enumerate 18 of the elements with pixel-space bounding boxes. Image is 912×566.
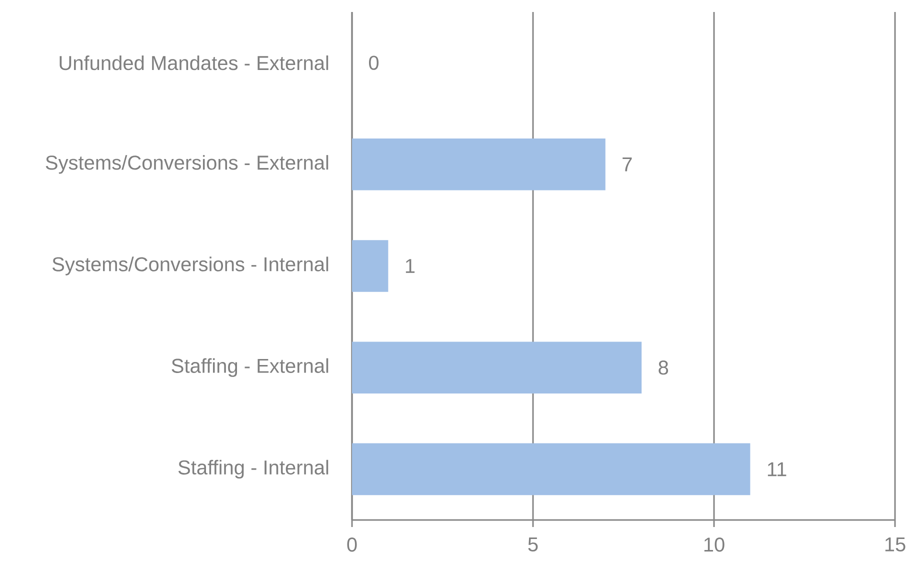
- y-tick-label: Unfunded Mandates - External: [60, 55, 328, 70]
- data-label: 7: [622, 158, 632, 172]
- x-tick-label: 0: [347, 538, 357, 552]
- y-tick-label: Systems/Conversions - External: [46, 155, 328, 174]
- x-tick-label: 10: [704, 538, 724, 552]
- data-label: 1: [406, 259, 415, 273]
- y-tick-label: Staffing - External: [172, 358, 328, 377]
- bar: [352, 138, 606, 190]
- y-tick-label: Systems/Conversions - Internal: [52, 256, 328, 276]
- data-label: 8: [658, 360, 668, 375]
- x-tick-label: 15: [885, 538, 906, 552]
- data-label: 0: [368, 56, 379, 70]
- x-tick-label: 5: [528, 538, 538, 552]
- bar: [352, 240, 388, 292]
- bar: [352, 342, 642, 394]
- data-label: 11: [768, 462, 786, 476]
- bar: [352, 443, 750, 496]
- y-tick-label: Staffing - Internal: [178, 460, 328, 479]
